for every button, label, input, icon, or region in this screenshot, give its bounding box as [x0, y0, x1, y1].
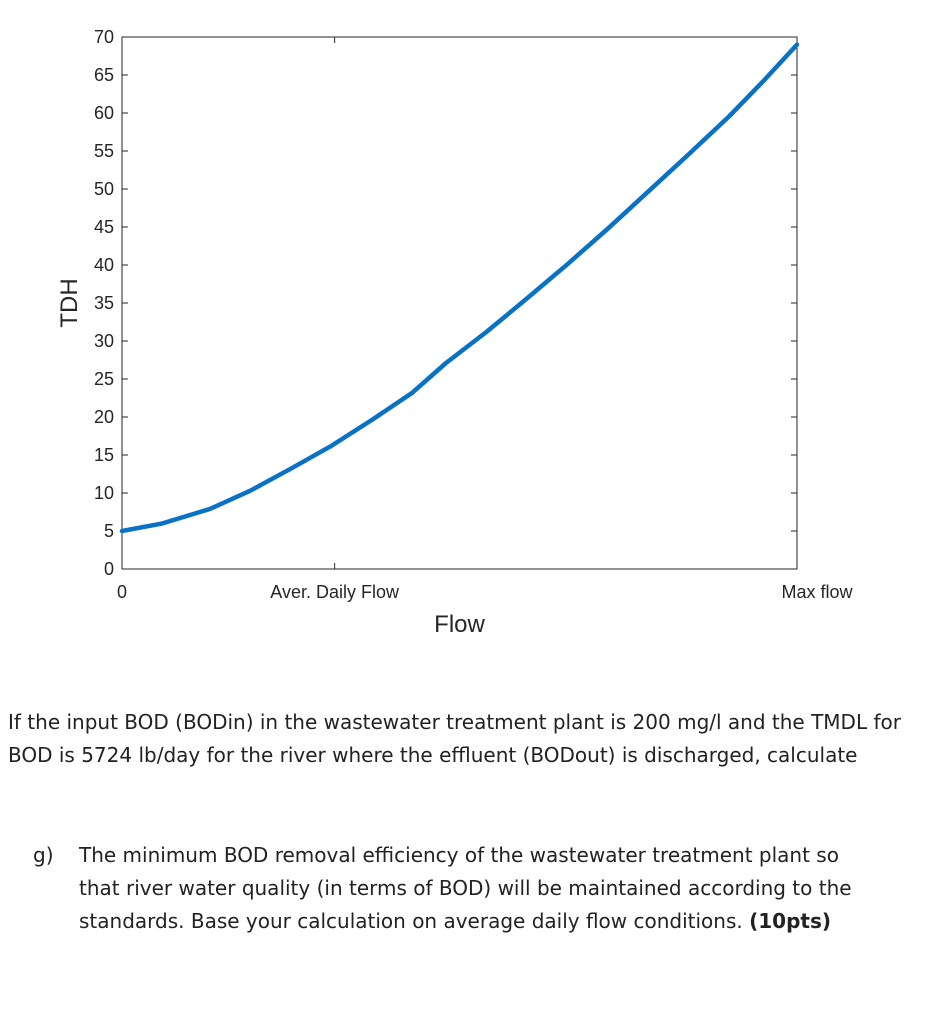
y-axis-ticks: 0 5 10 15 20 25 30 35 40 45 50 55 60 65 70 [94, 27, 797, 579]
y-tick-label: 40 [94, 255, 114, 275]
y-tick-label: 60 [94, 103, 114, 123]
question-letter: g) [33, 843, 54, 867]
question-points: (10pts) [749, 909, 832, 933]
y-tick-label: 10 [94, 483, 114, 503]
y-tick-label: 25 [94, 369, 114, 389]
problem-statement: If the input BOD (BODin) in the wastewat… [8, 710, 901, 767]
x-tick-label: Max flow [781, 582, 853, 602]
x-axis-ticks: 0 Aver. Daily Flow Max flow [117, 37, 854, 602]
x-axis-title: Flow [434, 611, 485, 638]
y-tick-label: 65 [94, 65, 114, 85]
question-body: The minimum BOD removal efficiency of th… [79, 839, 869, 938]
y-tick-label: 5 [104, 521, 114, 541]
plot-box [121, 36, 798, 570]
plot-frame [121, 36, 798, 570]
y-tick-label: 20 [94, 407, 114, 427]
y-tick-label: 0 [104, 559, 114, 579]
y-tick-label: 30 [94, 331, 114, 351]
y-tick-label: 45 [94, 217, 114, 237]
tdh-curve [119, 42, 800, 534]
y-tick-label: 15 [94, 445, 114, 465]
y-tick-label: 50 [94, 179, 114, 199]
y-tick-label: 35 [94, 293, 114, 313]
tdh-flow-chart: 0 5 10 15 20 25 30 35 40 45 50 55 60 65 70 0 Aver. Dail… [56, 27, 854, 638]
x-tick-label: Aver. Daily Flow [270, 582, 400, 602]
y-tick-label: 70 [94, 27, 114, 47]
question-g: g) The minimum BOD removal efficiency of… [8, 839, 908, 938]
series-layer [119, 42, 800, 534]
y-axis-title: TDH [56, 278, 83, 327]
y-tick-label: 55 [94, 141, 114, 161]
x-tick-label: 0 [117, 582, 127, 602]
question-text: The minimum BOD removal efficiency of th… [79, 843, 852, 933]
